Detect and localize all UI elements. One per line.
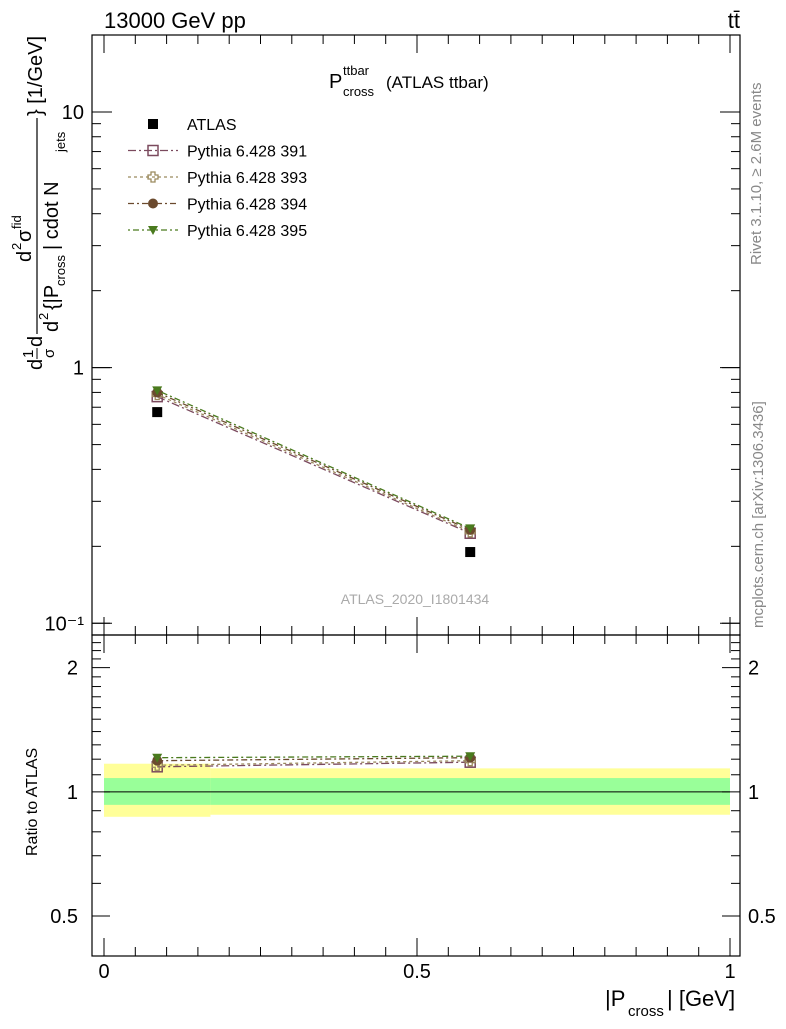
ratio-point-3-0 — [152, 753, 163, 763]
ratio-series-line-0 — [157, 761, 471, 768]
xlabel-main: |P — [605, 986, 625, 1011]
x-tick-label: 0 — [98, 961, 109, 983]
main-series-line-3 — [156, 391, 471, 531]
title-sup-text: ttbar — [343, 63, 370, 78]
main-point-0-1 — [465, 547, 476, 558]
ylabel-jets-sub: jets — [53, 131, 68, 153]
legend-label-1: Pythia 6.428 391 — [187, 144, 307, 161]
legend-label-0: ATLAS — [187, 117, 237, 134]
ratio-series-line-2 — [157, 757, 471, 762]
title-sub-text: cross — [343, 84, 375, 99]
main-series-line-1 — [156, 396, 471, 534]
ylabel-cross-sub: cross — [53, 254, 68, 286]
x-tick-label: 0.5 — [403, 961, 431, 983]
ylabel-pcross: {|P — [41, 285, 63, 310]
analysis-watermark: ATLAS_2020_I1801434 — [341, 591, 490, 607]
ratio-y-tick-label-right: 2 — [748, 658, 759, 680]
ratio-series-line-3 — [157, 755, 471, 759]
ylabel-1: 1 — [20, 350, 37, 358]
ratio-series-line-1 — [157, 760, 471, 766]
ylabel-sigma: σ — [41, 348, 58, 358]
header-energy-label: 13000 GeV pp — [104, 8, 246, 33]
axis-ticks: 10 1 10⁻¹ 2 2 1 1 0.5 0.5 0 0.5 1 — [45, 34, 776, 983]
ylabel-d: d — [25, 359, 47, 370]
main-y-tick-label: 1 — [73, 358, 84, 380]
ylabel-fid: fid — [9, 215, 24, 229]
xlabel-sub: cross — [628, 1003, 664, 1020]
ylabel-d-num: d — [14, 251, 36, 262]
svg-text:P: P — [329, 71, 342, 93]
ylabel-d-den: d — [41, 321, 63, 332]
x-tick-label: 1 — [724, 961, 735, 983]
ratio-point-3-1 — [465, 752, 476, 762]
header-process-label: tt̄ — [728, 8, 740, 33]
main-plot-title: P ttbar cross (ATLAS ttbar) — [329, 63, 489, 99]
main-point-4-1 — [465, 524, 476, 534]
legend: ATLAS Pythia 6.428 391 Pythia 6.428 393 Pyt… — [128, 117, 307, 240]
title-tail-text: (ATLAS ttbar) — [386, 73, 489, 92]
ylabel-cdot: | cdot N — [41, 181, 63, 250]
main-series-line-2 — [156, 393, 471, 533]
main-point-0-0 — [152, 407, 163, 418]
svg-text:ttbar: ttbar — [343, 63, 370, 78]
legend-marker-0 — [148, 119, 158, 129]
ylabel-unit: } [1/GeV] — [25, 36, 47, 116]
main-y-tick-label: 10⁻¹ — [45, 613, 85, 635]
main-y-axis-label: d 1 σ d d 2 σ fid d 2 {|P cross | cdot N… — [9, 36, 68, 370]
legend-label-2: Pythia 6.428 393 — [187, 170, 307, 187]
ylabel-sigma-num: σ — [14, 229, 36, 242]
legend-label-4: Pythia 6.428 395 — [187, 223, 307, 240]
legend-marker-1 — [147, 144, 159, 157]
ratio-plot-frame — [91, 634, 741, 957]
ylabel-sup-2a: 2 — [9, 243, 24, 250]
x-axis-label: |P cross | [GeV] — [605, 986, 735, 1020]
main-point-4-0 — [152, 386, 163, 396]
rivet-version-label: Rivet 3.1.10, ≥ 2.6M events — [748, 83, 765, 266]
legend-marker-2 — [147, 171, 159, 183]
legend-label-3: Pythia 6.428 394 — [187, 197, 307, 214]
ratio-y-tick-label-right: 1 — [748, 782, 759, 804]
mcplots-label: mcplots.cern.ch [arXiv:1306.3436] — [750, 401, 767, 628]
ratio-y-tick-label-right: 0.5 — [748, 906, 776, 928]
legend-marker-3 — [148, 198, 158, 209]
ratio-y-tick-label: 0.5 — [50, 906, 78, 928]
title-main-text: P — [329, 71, 342, 93]
ylabel-d2: d — [25, 336, 47, 347]
ylabel-sup-2b: 2 — [36, 313, 51, 320]
xlabel-tail: | [GeV] — [667, 986, 735, 1011]
svg-text:cross: cross — [343, 84, 375, 99]
ratio-y-axis-label: Ratio to ATLAS — [24, 748, 41, 856]
main-y-tick-label: 10 — [62, 102, 84, 124]
legend-marker-4 — [148, 226, 158, 235]
svg-text:(ATLAS ttbar): (ATLAS ttbar) — [386, 73, 489, 92]
main-series-layer — [151, 386, 476, 558]
ratio-series-layer — [151, 752, 476, 773]
ratio-y-tick-label: 1 — [67, 782, 78, 804]
ratio-y-tick-label: 2 — [67, 658, 78, 680]
main-series-line-4 — [156, 389, 471, 530]
ratio-uncertainty-bands — [104, 763, 731, 817]
